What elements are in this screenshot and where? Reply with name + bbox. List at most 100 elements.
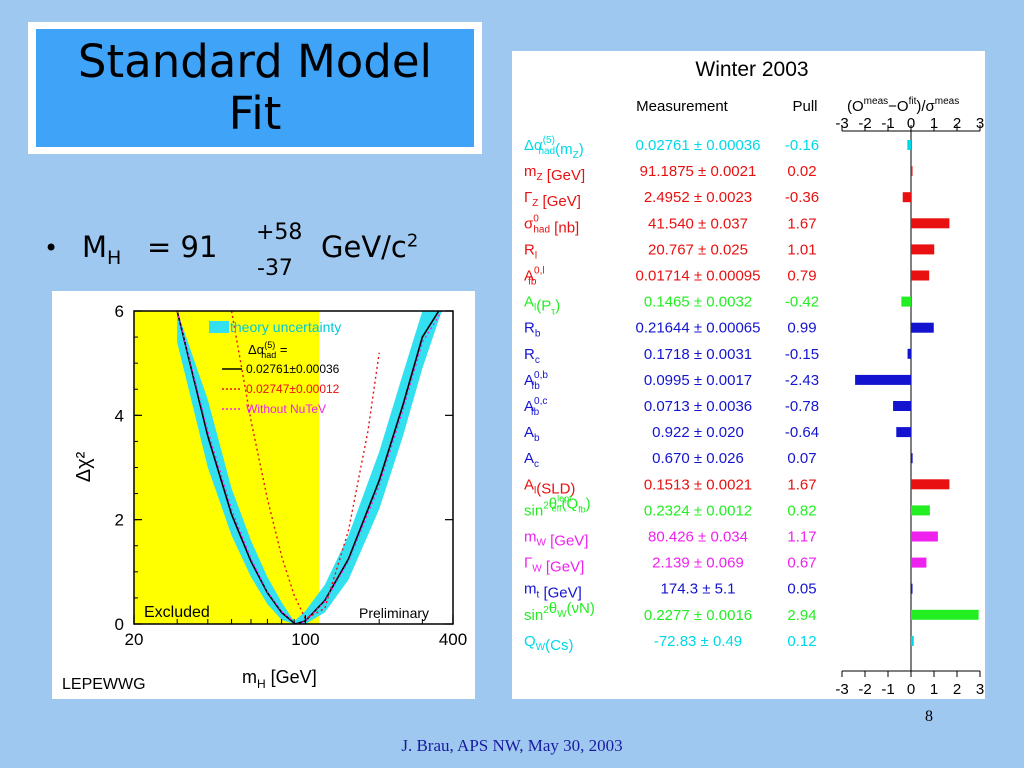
mh-unit: GeV/c2 (321, 230, 418, 264)
row-label-suffix: [GeV] (546, 533, 589, 550)
formula-minus: −O (888, 98, 908, 115)
row-label-sub: fb (531, 381, 540, 392)
pull-bar (896, 427, 911, 438)
row-label-sub: l (534, 485, 536, 496)
top-tick-label: -2 (858, 115, 871, 132)
pull-bar (902, 192, 911, 203)
row-label-suffix: [GeV] (543, 167, 586, 184)
row-label-suffix-tail: ) (586, 495, 591, 512)
row-label-main: A (524, 450, 534, 467)
row-pull: -0.36 (785, 189, 819, 206)
row-label-main: A (524, 268, 534, 285)
row-label-suffix: (P (536, 298, 551, 315)
formula-meas-sup2: meas (935, 96, 959, 107)
col-pull: Pull (792, 98, 817, 115)
col-measurement: Measurement (636, 98, 729, 115)
legend-alpha-symbol: Δα (248, 342, 265, 357)
row-pull: -0.78 (785, 398, 819, 415)
row-label-main: R (524, 346, 535, 363)
row-label: Rc (524, 346, 540, 366)
row-pull: 0.02 (787, 163, 816, 180)
row-label-main: Γ (524, 189, 532, 206)
row-label-sup: 0,b (534, 370, 548, 381)
top-tick-label: 3 (976, 115, 984, 132)
row-label-sub: W (532, 564, 542, 575)
lepewwg-label: LEPEWWG (62, 676, 146, 693)
row-measurement: 41.540 ± 0.037 (648, 215, 748, 232)
row-label-main: m (524, 529, 537, 546)
row-label-sub: Z (537, 172, 543, 183)
row-label-suffix-end: ) (555, 298, 560, 315)
row-label-sup: (5) (543, 135, 555, 146)
row-label: A0,b fb (524, 370, 548, 392)
row-label: Ab (524, 424, 540, 444)
row-measurement: 0.01714 ± 0.00095 (635, 268, 760, 285)
row-label: ΓW [GeV] (524, 555, 584, 576)
row-label: sin2θlept eff(Qfb) (524, 493, 591, 519)
mh-unit-text: GeV/c (321, 230, 407, 264)
row-label-sup: 2 (543, 605, 549, 616)
row-label-suffix: θ (549, 600, 557, 617)
row-pull: -0.15 (785, 346, 819, 363)
row-measurement: 2.4952 ± 0.0023 (644, 189, 752, 206)
row-label-suffix: (SLD) (536, 480, 575, 497)
row-label: mZ [GeV] (524, 163, 585, 184)
row-pull: 1.01 (787, 241, 816, 258)
pull-title: Winter 2003 (695, 58, 808, 81)
row-label-suffix: [GeV] (538, 193, 581, 210)
pull-bar (911, 583, 913, 594)
row-label-sub: fb (528, 277, 537, 288)
legend-alpha-sub: had (261, 350, 276, 360)
y-tick-label: 0 (115, 615, 124, 634)
mh-letter: M (82, 230, 108, 264)
row-measurement: -72.83 ± 0.49 (654, 633, 742, 650)
chi2-curve-3 (176, 311, 443, 624)
row-label-suffix-end: (Q (561, 495, 578, 512)
row-label: mt [GeV] (524, 581, 582, 602)
row-pull: -0.42 (785, 294, 819, 311)
pull-bar (911, 322, 934, 333)
row-measurement: 20.767 ± 0.025 (648, 241, 748, 258)
row-label-suffix-end-sub: fb (578, 504, 586, 514)
row-label-suffix-sup: lept (557, 493, 572, 503)
mh-value: = 91 (147, 230, 218, 264)
row-measurement: 0.1718 ± 0.0031 (644, 346, 752, 363)
row-label-sub: W (536, 642, 546, 653)
footer-text: J. Brau, APS NW, May 30, 2003 (401, 736, 623, 755)
row-label: ΓZ [GeV] (524, 189, 581, 210)
row-label-suffix: (m (555, 141, 573, 158)
title-panel: Standard Model Fit (36, 29, 474, 147)
row-measurement: 2.139 ± 0.069 (652, 555, 744, 572)
row-measurement: 0.922 ± 0.020 (652, 424, 744, 441)
row-pull: -0.16 (785, 137, 819, 154)
plot-area (134, 311, 443, 624)
mh-subscript: H (107, 246, 122, 269)
row-label-sub: fb (531, 407, 540, 418)
delta-chi2-plot: 0 2 4 6 20 100 400 Δχ² mH [GeV] Excluded Prelimina… (52, 291, 475, 699)
row-label: Δα(5) had(mZ) (524, 135, 584, 161)
row-measurement: 174.3 ± 5.1 (661, 581, 736, 598)
excluded-region (134, 311, 320, 624)
pull-bar (911, 609, 979, 620)
x-tick-label: 400 (439, 630, 467, 649)
row-pull: 1.67 (787, 476, 816, 493)
row-label-suffix: [nb] (550, 219, 579, 236)
row-measurement: 0.0995 ± 0.0017 (644, 372, 752, 389)
theory-uncertainty-band (177, 311, 442, 624)
formula-fit-sup: fit (909, 96, 917, 107)
x-tick-label: 20 (125, 630, 144, 649)
pull-bar (911, 531, 938, 542)
pull-bar (911, 505, 930, 516)
row-measurement: 0.02761 ± 0.00036 (635, 137, 760, 154)
row-pull: -2.43 (785, 372, 819, 389)
bottom-tick-label: 2 (953, 681, 961, 698)
y-tick-label: 6 (115, 302, 124, 321)
page-number: 8 (925, 708, 933, 725)
x-axis-label: mH [GeV] (242, 667, 317, 691)
legend-entry-2: 0.02747±0.00012 (246, 382, 340, 396)
row-label-sup: 2 (543, 500, 549, 511)
row-label-suffix-sub: Z (573, 150, 579, 161)
row-label-sub: Z (532, 198, 538, 209)
row-measurement: 0.21644 ± 0.00065 (635, 320, 760, 337)
